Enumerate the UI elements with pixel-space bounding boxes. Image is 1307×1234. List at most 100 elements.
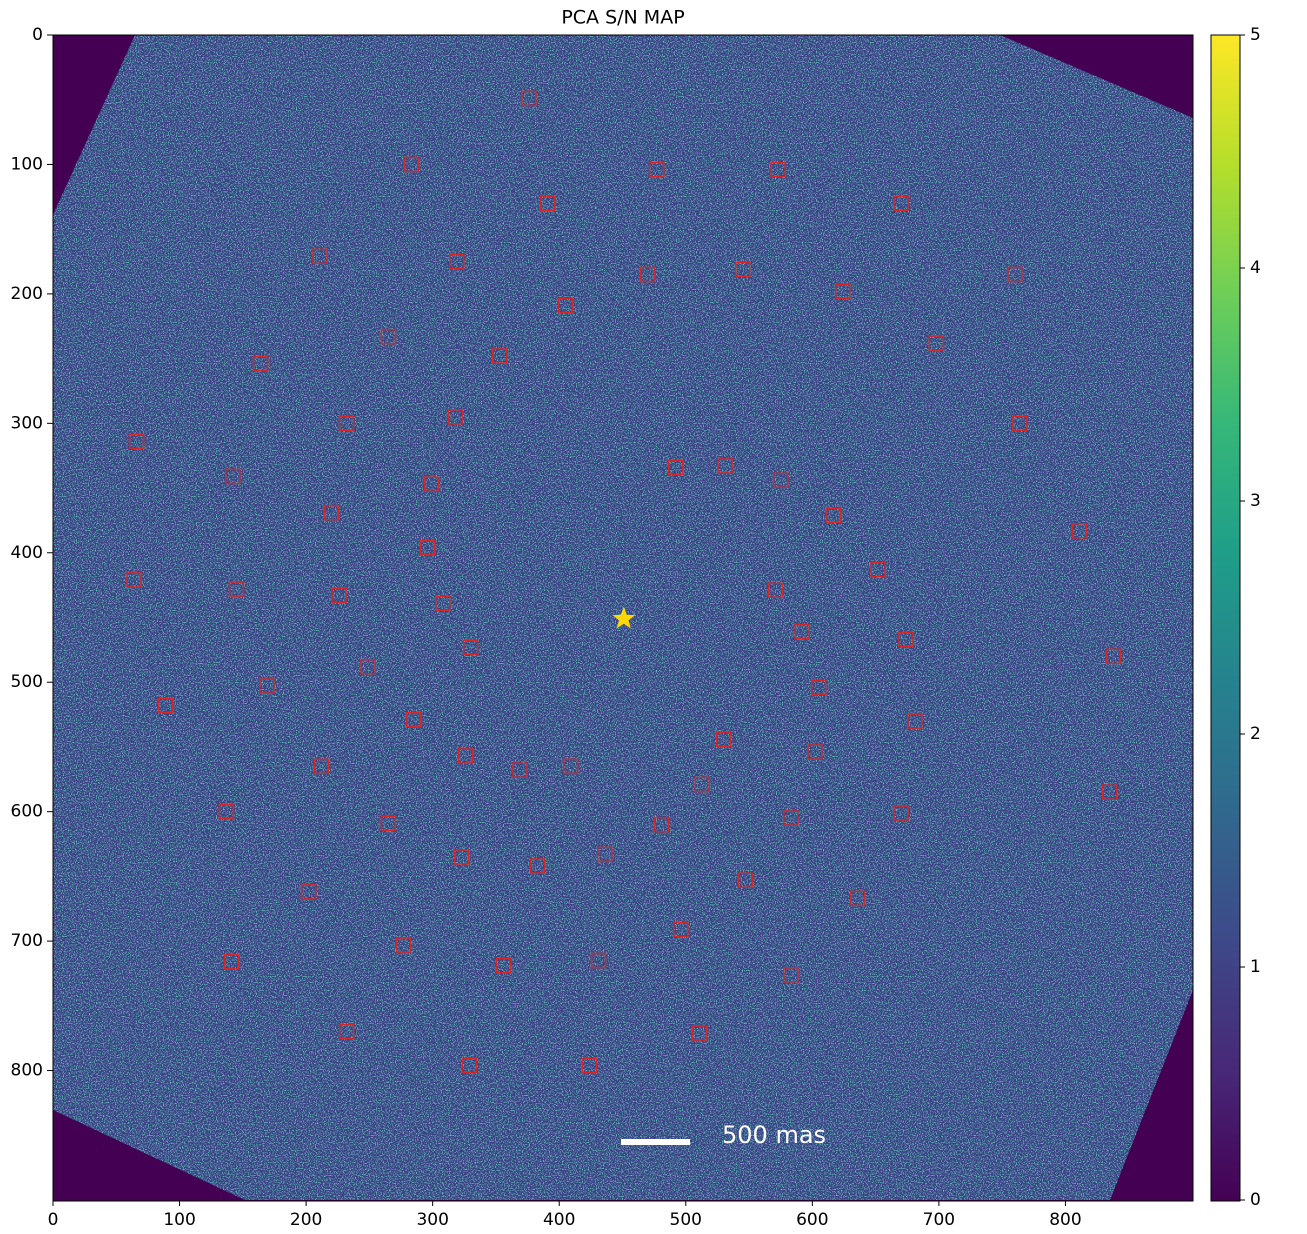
x-tick-label: 300 — [416, 1210, 448, 1230]
candidate-marker — [338, 1023, 355, 1040]
candidate-marker — [338, 415, 355, 432]
candidate-marker — [259, 678, 275, 694]
candidate-marker — [395, 937, 412, 953]
candidate-marker — [128, 433, 145, 450]
candidate-marker — [312, 248, 328, 265]
candidate-marker — [461, 1057, 478, 1074]
colorbar-tick-label: 4 — [1250, 258, 1261, 278]
x-tick-label: 200 — [290, 1210, 322, 1230]
candidate-marker — [1071, 523, 1088, 539]
candidate-marker — [495, 957, 512, 974]
candidate-marker — [898, 631, 914, 648]
colorbar-tick-label: 5 — [1250, 25, 1261, 45]
candidate-marker — [223, 954, 240, 970]
y-tick-label: 100 — [11, 154, 43, 174]
candidate-marker — [640, 266, 656, 283]
candidate-marker — [562, 758, 579, 775]
candidate-marker — [783, 967, 799, 983]
candidate-marker — [590, 952, 607, 969]
candidate-marker — [737, 872, 754, 889]
candidate-marker — [717, 458, 733, 474]
candidate-marker — [667, 459, 684, 476]
candidate-marker — [826, 507, 842, 523]
scalebar-label: 500 mas — [722, 1121, 826, 1149]
candidate-marker — [224, 468, 241, 485]
candidate-marker — [772, 472, 789, 489]
colorbar-tick-label: 3 — [1250, 491, 1261, 511]
y-tick-label: 300 — [11, 413, 43, 433]
candidate-marker — [313, 758, 330, 775]
candidate-marker — [419, 539, 436, 556]
candidate-marker — [907, 713, 923, 729]
x-tick-label: 700 — [923, 1210, 955, 1230]
candidate-marker — [770, 161, 786, 178]
candidate-marker — [767, 582, 784, 599]
y-tick-label: 400 — [11, 543, 43, 563]
candidate-marker — [405, 712, 422, 728]
candidate-marker — [300, 884, 317, 900]
candidate-marker — [529, 858, 546, 874]
candidate-marker — [540, 195, 556, 212]
candidate-marker — [491, 348, 508, 364]
colorbar-tick-label: 0 — [1250, 1190, 1261, 1210]
candidate-marker — [794, 623, 810, 640]
candidate-marker — [448, 253, 465, 270]
candidate-marker — [218, 803, 235, 820]
candidate-marker — [581, 1057, 598, 1074]
candidate-marker — [447, 409, 464, 425]
candidate-marker — [672, 921, 689, 938]
candidate-marker — [807, 744, 823, 760]
candidate-marker — [228, 581, 245, 597]
candidate-marker — [648, 161, 665, 178]
candidate-marker — [360, 658, 376, 675]
x-tick-label: 100 — [163, 1210, 195, 1230]
x-tick-label: 500 — [670, 1210, 702, 1230]
candidate-marker — [653, 816, 670, 833]
candidate-marker — [557, 297, 574, 314]
candidate-marker — [454, 849, 470, 865]
y-tick-label: 200 — [11, 284, 43, 304]
candidate-marker — [1007, 266, 1023, 283]
candidate-marker — [893, 805, 909, 821]
candidate-marker — [380, 815, 397, 832]
y-tick-label: 500 — [11, 672, 43, 692]
x-tick-label: 800 — [1049, 1210, 1081, 1230]
candidate-marker — [126, 572, 142, 588]
candidate-marker — [1012, 415, 1028, 432]
y-tick-label: 0 — [32, 25, 43, 45]
candidate-marker — [1101, 784, 1118, 800]
candidate-marker — [423, 476, 440, 492]
candidate-marker — [734, 261, 751, 278]
candidate-marker — [457, 748, 474, 764]
candidate-marker — [870, 561, 886, 578]
candidate-marker — [323, 504, 340, 521]
candidate-marker — [850, 890, 866, 907]
candidate-marker — [331, 587, 347, 604]
candidate-marker — [715, 731, 732, 747]
x-tick-label: 400 — [543, 1210, 575, 1230]
colorbar-tick-label: 2 — [1250, 724, 1261, 744]
candidate-marker — [810, 679, 827, 696]
candidate-marker — [928, 335, 945, 351]
candidate-marker — [694, 776, 710, 793]
x-tick-label: 600 — [796, 1210, 828, 1230]
candidate-marker — [691, 1025, 708, 1041]
y-tick-label: 600 — [11, 802, 43, 822]
candidate-marker — [252, 356, 269, 372]
candidate-marker — [597, 846, 613, 863]
candidate-marker — [893, 195, 909, 212]
chart-title: PCA S/N MAP — [561, 7, 684, 29]
x-tick-label: 0 — [48, 1210, 59, 1230]
axes-frame — [52, 34, 1194, 1202]
colorbar-tick-label: 1 — [1250, 957, 1261, 977]
candidate-marker — [462, 639, 479, 656]
candidate-marker — [403, 156, 419, 173]
colorbar — [1210, 34, 1241, 1202]
y-tick-label: 800 — [11, 1061, 43, 1081]
candidate-marker — [512, 762, 528, 778]
candidate-marker — [1105, 648, 1122, 665]
candidate-marker — [834, 283, 851, 300]
candidate-marker — [521, 90, 537, 107]
candidate-marker — [380, 328, 397, 345]
